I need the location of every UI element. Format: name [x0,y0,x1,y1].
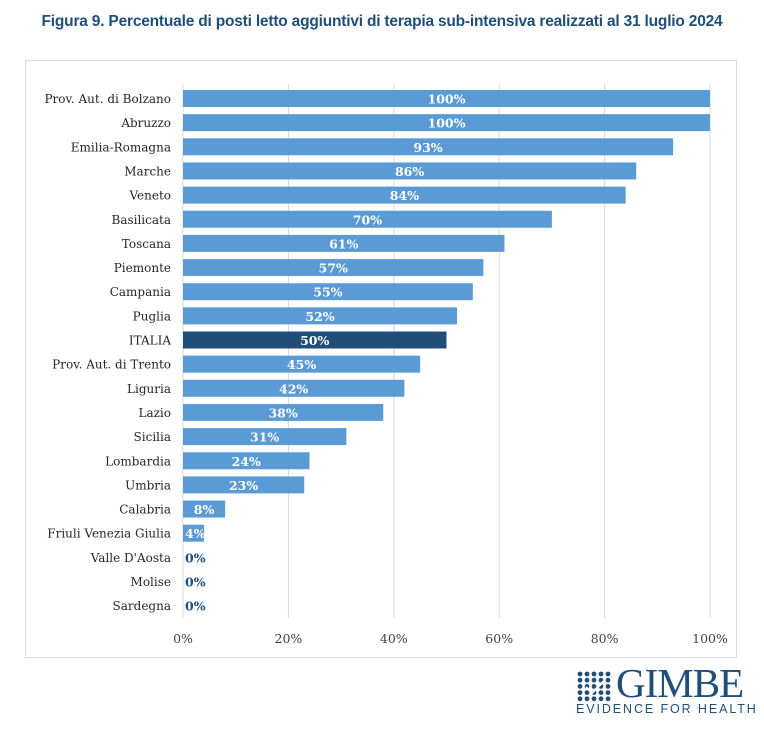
category-label: Campania [110,285,171,299]
bar [183,331,447,349]
bar [183,138,674,156]
x-tick-label: 100% [692,631,728,646]
value-label: 0% [185,550,206,565]
value-label: 38% [268,405,297,420]
category-label: Sicilia [134,430,171,444]
category-label: Lazio [138,406,171,420]
value-label: 100% [428,92,466,107]
category-label: ITALIA [129,334,171,348]
category-label: Puglia [133,309,171,323]
x-tick-label: 40% [380,631,408,646]
category-label: Liguria [127,382,171,396]
bar [183,259,484,277]
category-label: Piemonte [114,261,171,275]
category-label: Emilia-Romagna [71,140,171,154]
value-label: 70% [353,212,382,227]
chart-title: Figura 9. Percentuale di posti letto agg… [41,13,723,30]
value-label: 55% [313,285,342,300]
value-label: 0% [185,575,206,590]
bar [183,379,405,397]
value-label: 4% [185,526,206,541]
category-label: Prov. Aut. di Trento [52,358,171,372]
x-tick-label: 80% [591,631,619,646]
value-label: 52% [305,309,334,324]
bar [183,283,473,301]
category-label: Molise [131,575,171,589]
category-label: Umbria [125,478,171,492]
category-label: Marche [124,164,171,178]
category-label: Prov. Aut. di Bolzano [44,92,171,106]
bar [183,524,205,542]
category-label: Calabria [119,503,171,517]
value-label: 93% [413,140,442,155]
category-label: Basilicata [112,213,172,227]
category-label: Veneto [128,189,171,203]
x-tick-label: 60% [485,631,513,646]
bar [183,234,505,252]
value-label: 42% [279,381,308,396]
category-label: Sardegna [113,599,171,613]
x-tick-label: 0% [173,631,193,646]
logo-wordmark: GIMBE [616,660,744,706]
category-label: Friuli Venezia Giulia [47,527,171,541]
value-label: 50% [300,333,329,348]
bar [183,500,226,518]
x-tick-label: 20% [275,631,303,646]
category-label: Toscana [122,237,171,251]
category-label: Valle D'Aosta [90,551,171,565]
value-label: 61% [329,236,358,251]
category-label: Abruzzo [120,116,171,130]
bar [183,114,710,132]
bar [183,186,626,204]
bar [183,307,458,325]
value-label: 86% [395,164,424,179]
value-label: 23% [229,478,258,493]
bar [183,476,305,494]
value-label: 57% [319,261,348,276]
bar [183,355,421,373]
value-label: 8% [194,502,215,517]
category-labels: Prov. Aut. di Bolzano Abruzzo Emilia-Romag… [44,92,171,613]
bar [183,403,384,421]
logo-tagline: EVIDENCE FOR HEALTH [576,702,758,716]
bar [183,90,710,107]
bar [183,428,347,446]
bar [183,162,637,180]
bar [183,452,310,470]
value-label: 0% [185,599,206,614]
bar [183,210,552,228]
x-axis-ticks: 0% 20% 40% 60% 80% 100% [173,631,728,646]
value-label: 100% [428,116,466,131]
chart-frame [25,60,737,658]
value-label: 24% [232,454,261,469]
gimbe-logo-icon [577,671,611,702]
value-label: 45% [287,357,316,372]
value-label: 31% [250,430,279,445]
value-label: 84% [390,188,419,203]
category-label: Lombardia [105,454,171,468]
value-labels: 100% 100% 93% 86% 84% 70% 61% 57% 55% 52% 50% 45% 42… [185,92,466,614]
bars [183,90,710,542]
